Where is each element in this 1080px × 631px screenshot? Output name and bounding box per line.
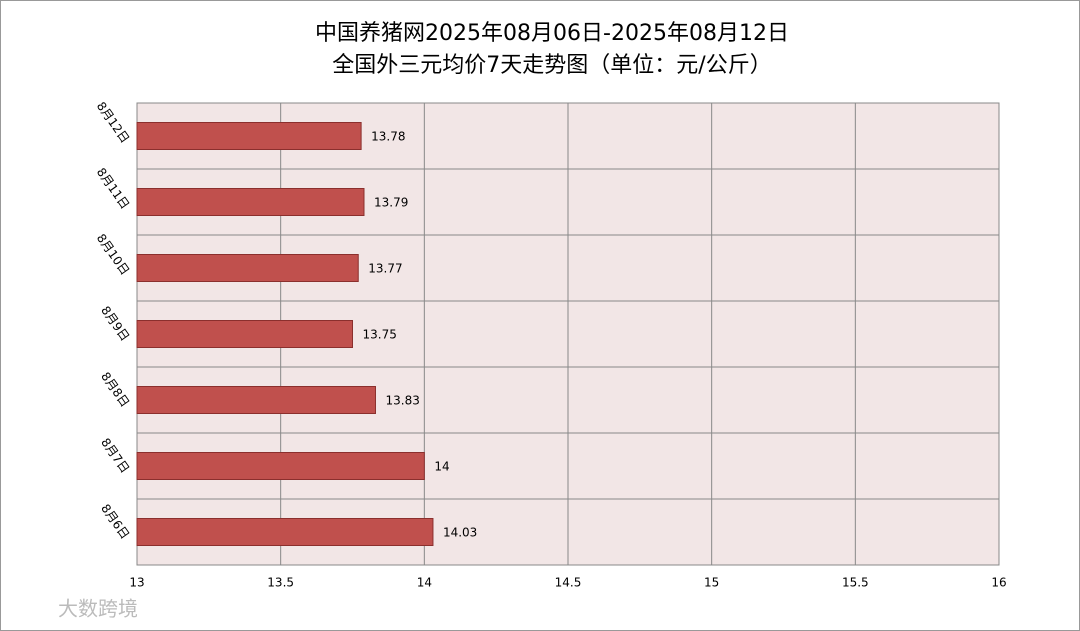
x-tick-label: 16 <box>991 576 1006 590</box>
chart-title: 中国养猪网2025年08月06日-2025年08月12日 <box>315 21 789 46</box>
value-label: 13.79 <box>374 196 408 210</box>
x-tick-label: 14.5 <box>555 576 582 590</box>
value-label: 14.03 <box>443 526 477 540</box>
bar <box>136 188 365 216</box>
value-label: 13.83 <box>385 394 419 408</box>
x-tick-label: 13.5 <box>267 576 294 590</box>
bar <box>136 452 425 480</box>
value-label: 13.78 <box>371 130 405 144</box>
value-label: 13.75 <box>363 328 397 342</box>
value-label: 13.77 <box>368 262 402 276</box>
bar <box>136 122 362 150</box>
chart-subtitle: 全国外三元均价7天走势图（单位：元/公斤） <box>332 53 771 78</box>
watermark: 大数跨境 <box>58 597 138 621</box>
x-tick-label: 14 <box>417 576 432 590</box>
bar <box>136 320 353 348</box>
x-tick-label: 13 <box>129 576 144 590</box>
value-label: 14 <box>434 460 449 474</box>
x-tick-label: 15 <box>704 576 719 590</box>
x-tick-label: 15.5 <box>842 576 869 590</box>
bar <box>136 518 434 546</box>
bar <box>136 386 376 414</box>
bar <box>136 254 359 282</box>
